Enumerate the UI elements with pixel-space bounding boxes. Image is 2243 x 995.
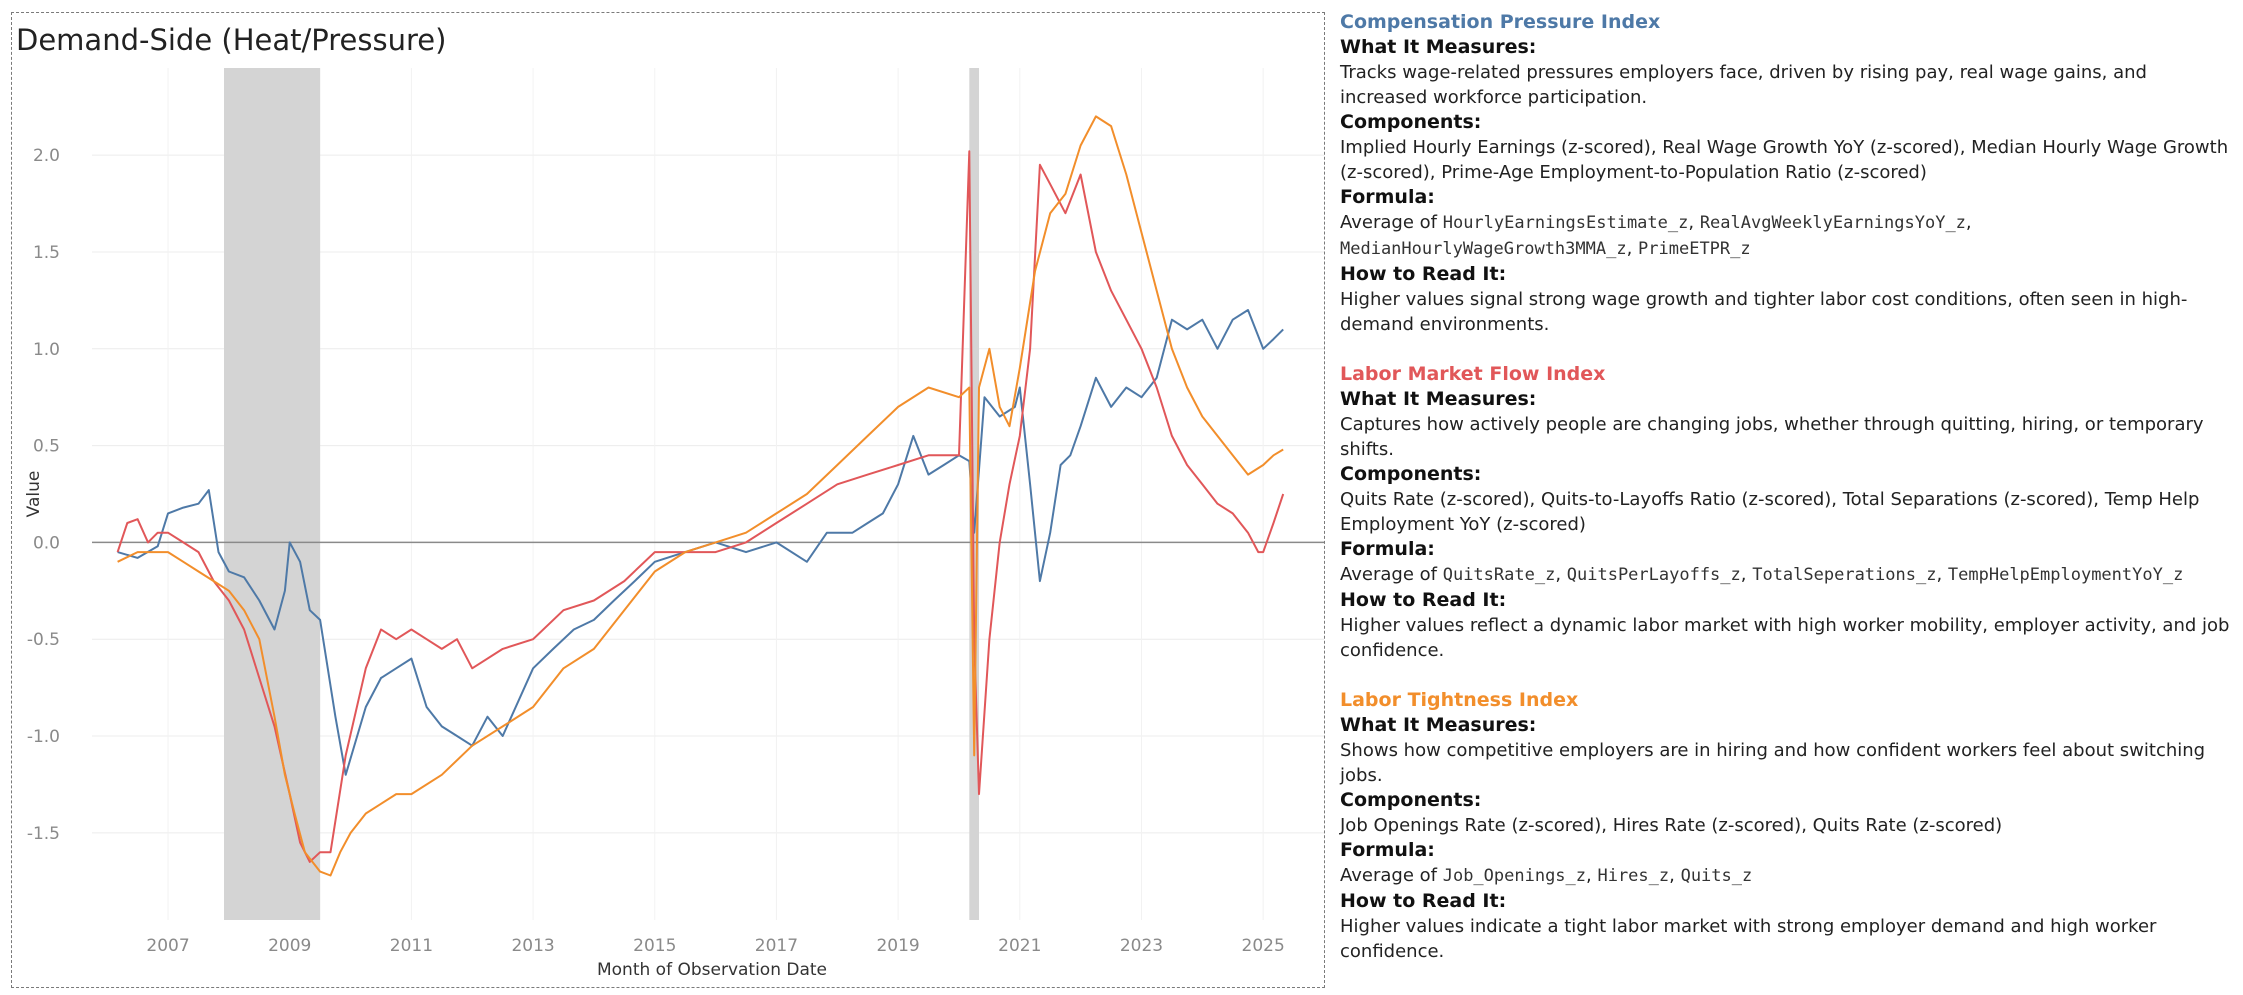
how-to-read-heading: How to Read It: bbox=[1340, 890, 1507, 912]
what-it-measures-text: Shows how competitive employers are in h… bbox=[1340, 740, 2206, 786]
what-it-measures-heading: What It Measures: bbox=[1340, 36, 1537, 58]
formula-term: Hires_z bbox=[1597, 866, 1670, 886]
formula-term: HourlyEarningsEstimate_z bbox=[1442, 213, 1689, 233]
what-it-measures-text: Tracks wage-related pressures employers … bbox=[1340, 62, 2147, 108]
formula-term: Quits_z bbox=[1680, 866, 1753, 886]
formula-separator: , bbox=[1688, 212, 1700, 233]
components-text: Implied Hourly Earnings (z-scored), Real… bbox=[1340, 137, 2229, 183]
x-tick-label: 2021 bbox=[998, 936, 1041, 956]
components-heading: Components: bbox=[1340, 111, 1482, 133]
x-tick-label: 2009 bbox=[268, 936, 311, 956]
formula-term: QuitsPerLayoffs_z bbox=[1566, 565, 1741, 585]
components-heading: Components: bbox=[1340, 789, 1482, 811]
formula-heading: Formula: bbox=[1340, 538, 1435, 560]
formula-separator: , bbox=[1740, 564, 1753, 585]
formula-term: MedianHourlyWageGrowth3MMA_z bbox=[1340, 239, 1627, 259]
index-description-block: Labor Market Flow Index What It Measures:… bbox=[1340, 362, 2235, 663]
index-title: Compensation Pressure Index bbox=[1340, 11, 1661, 33]
formula-text: Average of QuitsRate_z, QuitsPerLayoffs_… bbox=[1340, 562, 2235, 588]
index-description-block: Compensation Pressure Index What It Measu… bbox=[1340, 10, 2235, 337]
how-to-read-text: Higher values indicate a tight labor mar… bbox=[1340, 916, 2157, 962]
y-tick-label: -0.5 bbox=[27, 630, 60, 650]
formula-separator: , bbox=[1555, 564, 1567, 585]
formula-separator: , bbox=[1626, 238, 1639, 259]
formula-term: TempHelpEmploymentYoY_z bbox=[1947, 565, 2184, 585]
chart-title: Demand-Side (Heat/Pressure) bbox=[16, 23, 447, 57]
x-tick-label: 2025 bbox=[1242, 936, 1285, 956]
index-descriptions-panel: Compensation Pressure Index What It Measu… bbox=[1340, 10, 2235, 989]
formula-heading: Formula: bbox=[1340, 839, 1435, 861]
formula-heading: Formula: bbox=[1340, 186, 1435, 208]
formula-term: PrimeETPR_z bbox=[1638, 239, 1751, 259]
components-text: Job Openings Rate (z-scored), Hires Rate… bbox=[1340, 815, 2003, 836]
y-tick-label: 0.0 bbox=[33, 533, 60, 553]
components-heading: Components: bbox=[1340, 463, 1482, 485]
series-line-labor-market-flow-index bbox=[116, 150, 1285, 863]
y-tick-label: 1.0 bbox=[33, 340, 60, 360]
series-line-labor-tightness-index bbox=[117, 115, 1284, 877]
how-to-read-heading: How to Read It: bbox=[1340, 589, 1507, 611]
what-it-measures-heading: What It Measures: bbox=[1340, 714, 1537, 736]
recession-band bbox=[969, 68, 980, 920]
y-tick-label: -1.5 bbox=[27, 824, 60, 844]
formula-separator: , bbox=[1586, 865, 1598, 886]
line-chart: 2.0 1.5 1.0 0.5 0.0 -0.5 -1.0 -1.5 2007 2009 2011 2… bbox=[24, 68, 1324, 980]
formula-separator: , bbox=[1669, 865, 1681, 886]
formula-term: Job_Openings_z bbox=[1442, 866, 1587, 886]
index-description-block: Labor Tightness Index What It Measures: Sh… bbox=[1340, 688, 2235, 964]
formula-text: Average of HourlyEarningsEstimate_z, Rea… bbox=[1340, 210, 2235, 262]
formula-separator: , bbox=[1965, 212, 1972, 233]
x-tick-label: 2007 bbox=[146, 936, 189, 956]
chart-panel: Demand-Side (Heat/Pressure) 2.0 1.5 1.0 0.5… bbox=[11, 12, 1325, 988]
formula-term: QuitsRate_z bbox=[1442, 565, 1556, 585]
formula-prefix: Average of bbox=[1340, 212, 1443, 233]
index-title: Labor Market Flow Index bbox=[1340, 363, 1606, 385]
how-to-read-text: Higher values signal strong wage growth … bbox=[1340, 289, 2188, 335]
formula-term: TotalSeperations_z bbox=[1752, 565, 1937, 585]
how-to-read-heading: How to Read It: bbox=[1340, 263, 1507, 285]
x-tick-label: 2011 bbox=[390, 936, 433, 956]
index-title: Labor Tightness Index bbox=[1340, 689, 1579, 711]
what-it-measures-text: Captures how actively people are changin… bbox=[1340, 414, 2204, 460]
x-tick-label: 2017 bbox=[755, 936, 798, 956]
formula-prefix: Average of bbox=[1340, 564, 1443, 585]
x-tick-label: 2019 bbox=[876, 936, 919, 956]
formula-prefix: Average of bbox=[1340, 865, 1443, 886]
y-axis-label: Value bbox=[24, 471, 44, 518]
formula-text: Average of Job_Openings_z, Hires_z, Quit… bbox=[1340, 863, 2235, 889]
formula-separator: , bbox=[1936, 564, 1948, 585]
y-tick-label: 1.5 bbox=[33, 243, 60, 263]
y-tick-label: -1.0 bbox=[27, 727, 60, 747]
x-tick-label: 2013 bbox=[511, 936, 554, 956]
how-to-read-text: Higher values reflect a dynamic labor ma… bbox=[1340, 615, 2230, 661]
y-tick-label: 0.5 bbox=[33, 437, 60, 457]
components-text: Quits Rate (z-scored), Quits-to-Layoffs … bbox=[1340, 489, 2200, 535]
formula-term: RealAvgWeeklyEarningsYoY_z bbox=[1699, 213, 1966, 233]
y-tick-label: 2.0 bbox=[33, 146, 60, 166]
x-tick-label: 2023 bbox=[1120, 936, 1163, 956]
what-it-measures-heading: What It Measures: bbox=[1340, 388, 1537, 410]
recession-band bbox=[224, 68, 321, 920]
x-axis-label: Month of Observation Date bbox=[597, 960, 827, 980]
x-tick-label: 2015 bbox=[633, 936, 676, 956]
